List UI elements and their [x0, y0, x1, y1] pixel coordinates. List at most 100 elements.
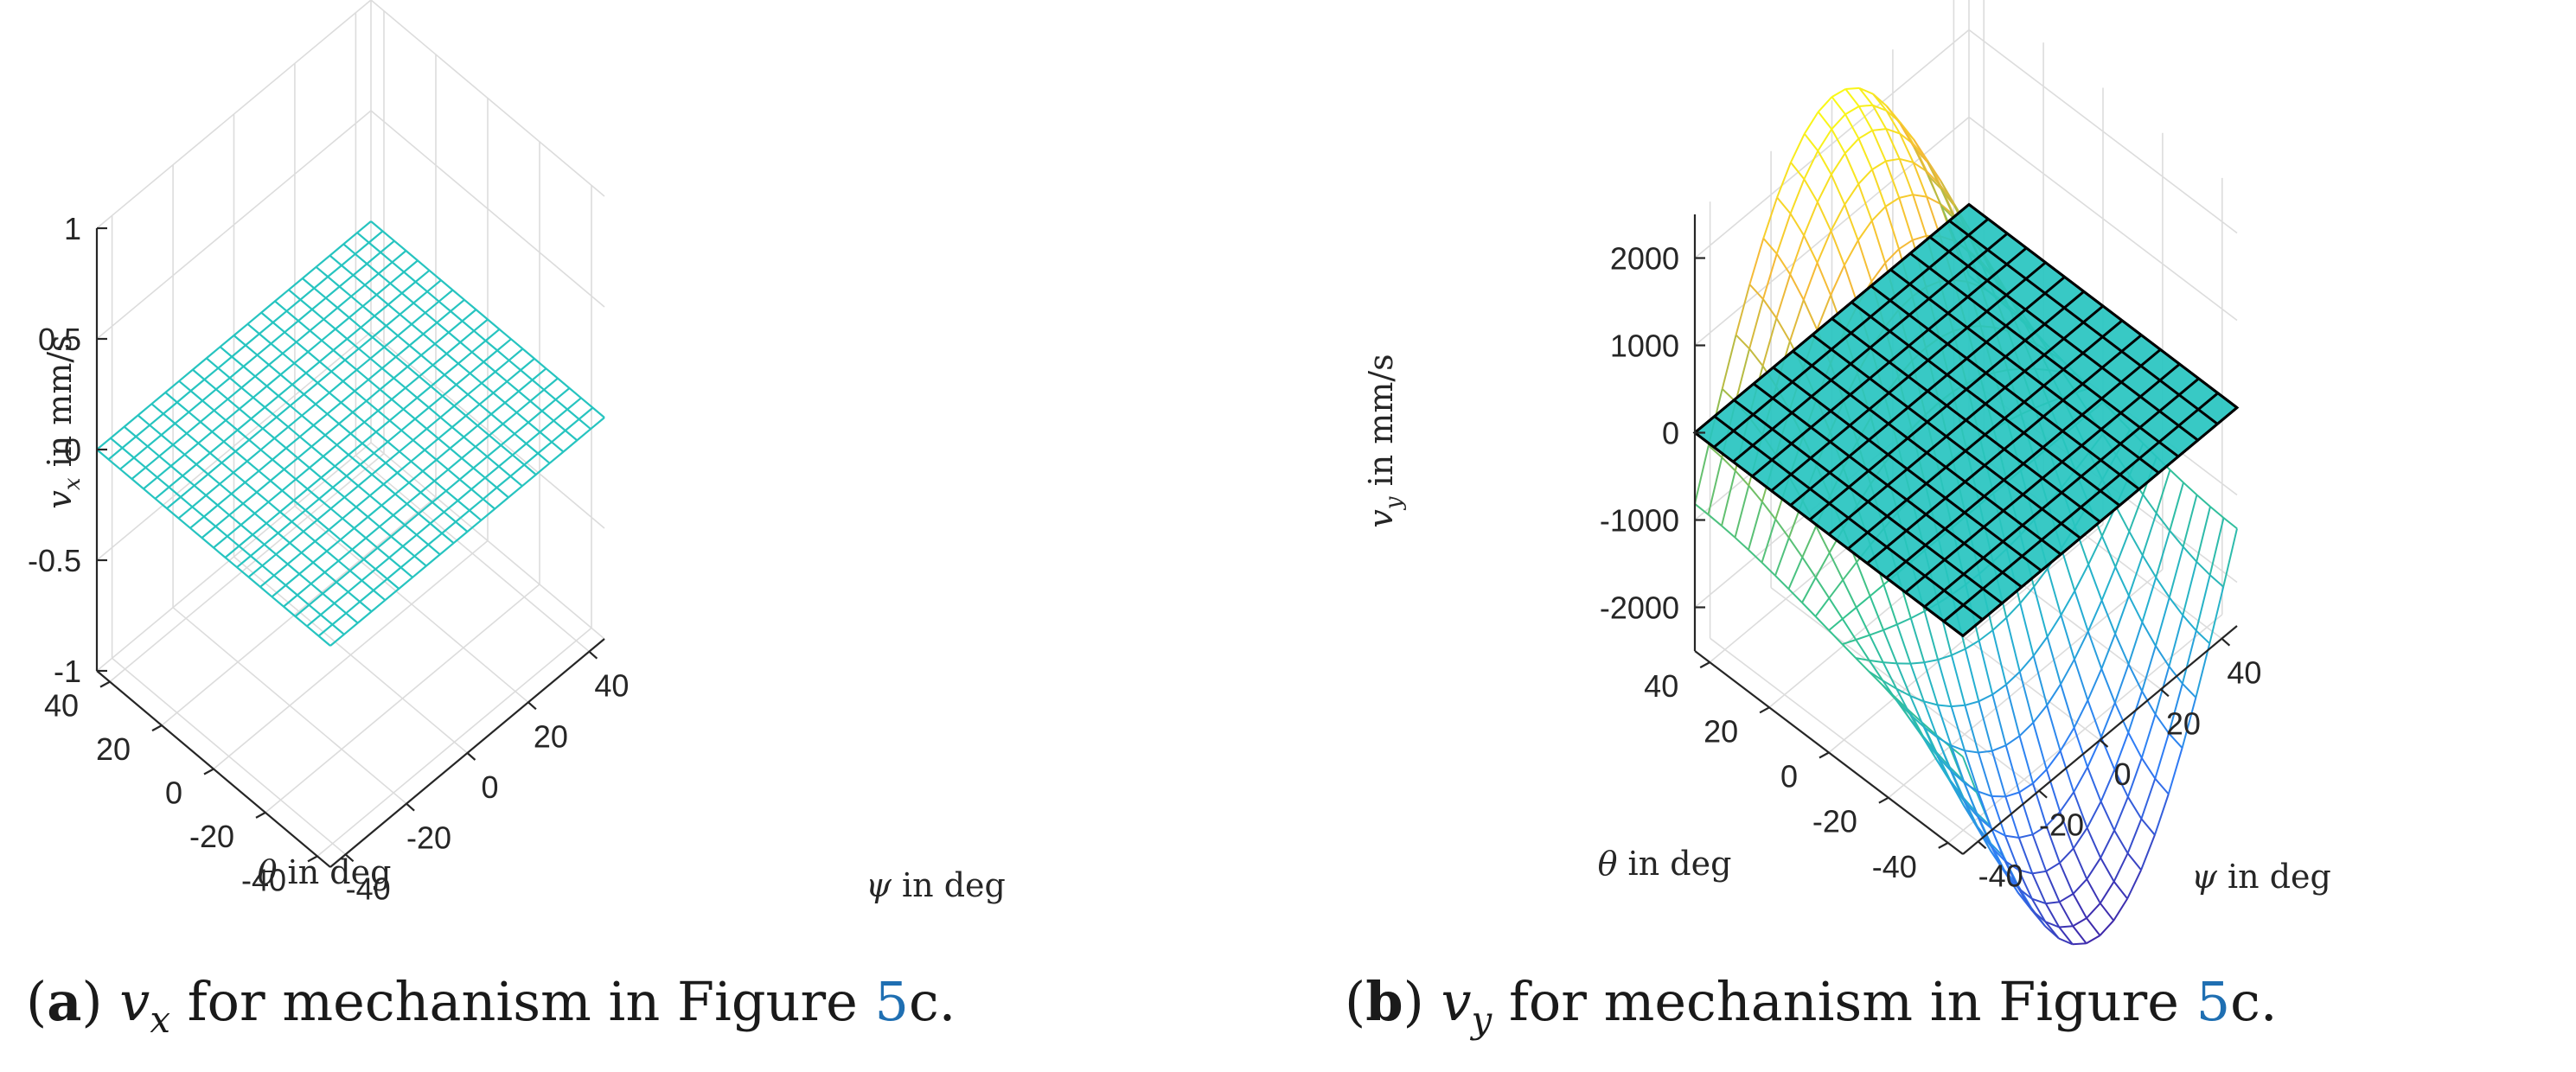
- mesh-line: [1868, 660, 1884, 681]
- mesh-line: [2182, 561, 2198, 616]
- mesh-line: [1841, 618, 1857, 641]
- mesh-line: [1776, 196, 1792, 214]
- mesh-line: [1814, 616, 1830, 631]
- mesh-line: [1735, 334, 1750, 350]
- mesh-line: [2086, 935, 2100, 945]
- mesh-line: [1857, 105, 1874, 131]
- mesh-line: [2087, 630, 2103, 669]
- mesh-line: [2100, 668, 2116, 704]
- mesh-line: [1936, 755, 1952, 772]
- mesh-line: [2100, 801, 2116, 831]
- plane-line: [1770, 261, 2047, 492]
- mesh-line: [2181, 697, 2197, 749]
- chart-panel-b: -40 -20 0 20 40 -40 -20 0 20 40 -2000 -1000 0 1000 200…: [1345, 0, 2331, 1041]
- grid-line: [1828, 523, 2104, 754]
- mesh-line: [2005, 603, 2021, 619]
- mesh-line: [2045, 750, 2061, 770]
- grid-line: [316, 627, 592, 858]
- mesh-line: [2100, 600, 2117, 635]
- mesh-line: [2087, 767, 2102, 802]
- mesh-line: [2060, 547, 2076, 591]
- mesh-line: [2183, 482, 2198, 496]
- plane-line: [1909, 252, 2180, 458]
- mesh-line: [1817, 96, 1833, 113]
- mesh-line: [2100, 566, 2117, 601]
- mesh-line: [1721, 525, 1736, 539]
- mesh-line: [1898, 158, 1914, 195]
- plane-line: [1851, 301, 2121, 507]
- mesh-line: [2114, 531, 2131, 568]
- mesh-line: [1748, 238, 1765, 285]
- mesh-line: [2153, 794, 2170, 836]
- mesh-line: [1872, 93, 1888, 107]
- x-axis-label: ψ in deg: [866, 866, 1006, 904]
- mesh-line: [1830, 230, 1845, 266]
- mesh-line: [2017, 837, 2034, 874]
- mesh-line: [1991, 827, 2006, 837]
- mesh-line: [1991, 744, 2007, 752]
- mesh-line: [2154, 777, 2170, 795]
- plane-line: [1751, 246, 2028, 478]
- mesh-line: [1871, 130, 1887, 162]
- x-tick-label: -40: [1978, 858, 2023, 893]
- mesh-line: [2126, 869, 2143, 899]
- mesh-line: [2127, 622, 2144, 665]
- mesh-line: [1803, 111, 1819, 135]
- mesh-line: [2100, 769, 2116, 802]
- mesh-line: [2032, 705, 2048, 724]
- mesh-line: [1815, 526, 1831, 553]
- z-tick-label: -1000: [1600, 503, 1679, 539]
- mesh-line: [2072, 878, 2088, 895]
- mesh-line: [1909, 713, 1925, 728]
- mesh-line: [2031, 897, 2047, 905]
- mesh-line: [2195, 574, 2211, 631]
- mesh-line: [1801, 577, 1817, 603]
- mesh-line: [2167, 747, 2183, 794]
- mesh-line: [2100, 535, 2117, 568]
- mesh-line: [2196, 560, 2211, 576]
- y-tick-label: 0: [1780, 759, 1798, 794]
- mesh-line: [2208, 586, 2225, 644]
- mesh-line: [1951, 704, 1966, 708]
- mesh-line: [260, 311, 495, 510]
- mesh-line: [2126, 757, 2143, 798]
- mesh-line: [1814, 552, 1831, 578]
- mesh-line: [2222, 517, 2238, 530]
- mesh-line: [189, 298, 465, 529]
- mesh-line: [2113, 769, 2129, 798]
- mesh-line: [2168, 683, 2183, 734]
- mesh-line: [2169, 530, 2184, 548]
- y-tick: [307, 855, 318, 863]
- mesh-line: [1761, 519, 1777, 564]
- mesh-line: [1748, 549, 1763, 564]
- mesh-line: [2018, 722, 2035, 737]
- x-tick-label: -20: [406, 820, 451, 856]
- mesh-line: [1922, 737, 1938, 756]
- mesh-line: [1831, 88, 1846, 98]
- mesh-line: [1842, 639, 1857, 646]
- mesh-line: [1936, 737, 1952, 747]
- plane-line: [1694, 203, 1970, 434]
- grid-line: [1968, 29, 2238, 234]
- mesh-line: [1775, 274, 1792, 319]
- mesh-line: [2059, 750, 2075, 793]
- mesh-line: [1831, 96, 1846, 115]
- mesh-line: [1965, 700, 1979, 706]
- mesh-line: [1896, 617, 1912, 626]
- mesh-line: [1789, 178, 1806, 214]
- mesh-line: [2005, 684, 2021, 737]
- mesh-line: [2072, 827, 2088, 849]
- mesh-line: [1950, 654, 1966, 706]
- y-tick-label: 20: [1703, 713, 1738, 749]
- mesh-line: [246, 322, 483, 521]
- mesh-line: [2127, 796, 2143, 820]
- mesh-line: [2113, 796, 2129, 831]
- mesh-line: [1707, 514, 1723, 526]
- y-axis-label: θ in deg: [258, 853, 392, 891]
- mesh-line: [1899, 121, 1915, 141]
- mesh-line: [1963, 782, 1979, 818]
- mesh-line: [1977, 827, 1992, 852]
- mesh-line: [2113, 702, 2130, 733]
- mesh-line: [1817, 150, 1832, 175]
- mesh-line: [2087, 535, 2103, 565]
